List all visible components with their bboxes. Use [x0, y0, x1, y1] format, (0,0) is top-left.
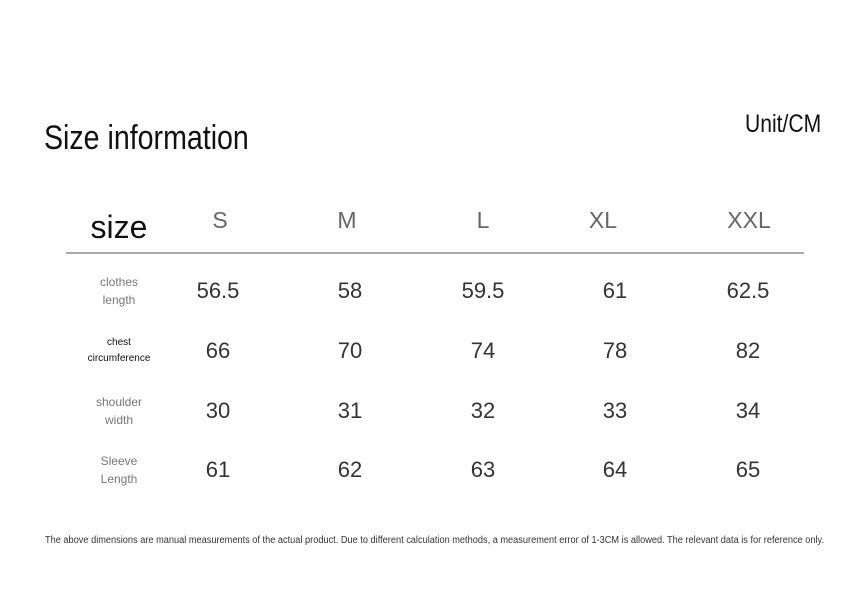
cell-value: 59.5 — [461, 278, 505, 303]
column-header: XL — [588, 207, 618, 233]
column-header: L — [476, 207, 490, 233]
row-label-line: length — [102, 293, 136, 307]
cell-value: 70 — [337, 338, 363, 363]
cell-value: 61 — [205, 457, 231, 482]
cell-value: 58 — [337, 278, 363, 303]
cell-value: 31 — [337, 398, 363, 423]
column-header: S — [212, 207, 228, 233]
column-header: size — [90, 209, 148, 245]
row-label: Sleeve Length — [64, 452, 174, 488]
cell-value: 78 — [602, 338, 628, 363]
row-label: shoulder width — [64, 393, 174, 429]
unit: Unit/CM — [745, 110, 822, 138]
row-label-line: clothes — [99, 275, 139, 289]
cell-value: 30 — [205, 398, 231, 423]
cell-value: 61 — [602, 278, 628, 303]
header-rule — [66, 252, 804, 254]
cell-value: 62.5 — [726, 278, 770, 303]
row-label-line: Sleeve — [100, 454, 138, 468]
cell-value: 34 — [735, 398, 761, 423]
cell-value: 65 — [735, 457, 761, 482]
cell-value: 64 — [602, 457, 628, 482]
cell-value: 33 — [602, 398, 628, 423]
row-label-line: width — [104, 413, 133, 427]
cell-value: 82 — [735, 338, 761, 363]
cell-value: 66 — [205, 338, 231, 363]
row-label: clothes length — [64, 273, 174, 309]
cell-value: 32 — [470, 398, 496, 423]
row-label-line: circumference — [87, 353, 151, 364]
footnote: The above dimensions are manual measurem… — [45, 535, 824, 546]
cell-value: 56.5 — [196, 278, 240, 303]
title: Size information — [44, 119, 249, 157]
row-label-line: shoulder — [95, 395, 143, 409]
cell-value: 63 — [470, 457, 496, 482]
row-label-line: chest — [107, 337, 131, 348]
column-header: M — [337, 207, 357, 233]
cell-value: 62 — [337, 457, 363, 482]
cell-value: 74 — [470, 338, 496, 363]
row-label-line: Length — [100, 472, 138, 486]
row-label: chest circumference — [64, 335, 174, 367]
column-header: XXL — [727, 207, 771, 233]
